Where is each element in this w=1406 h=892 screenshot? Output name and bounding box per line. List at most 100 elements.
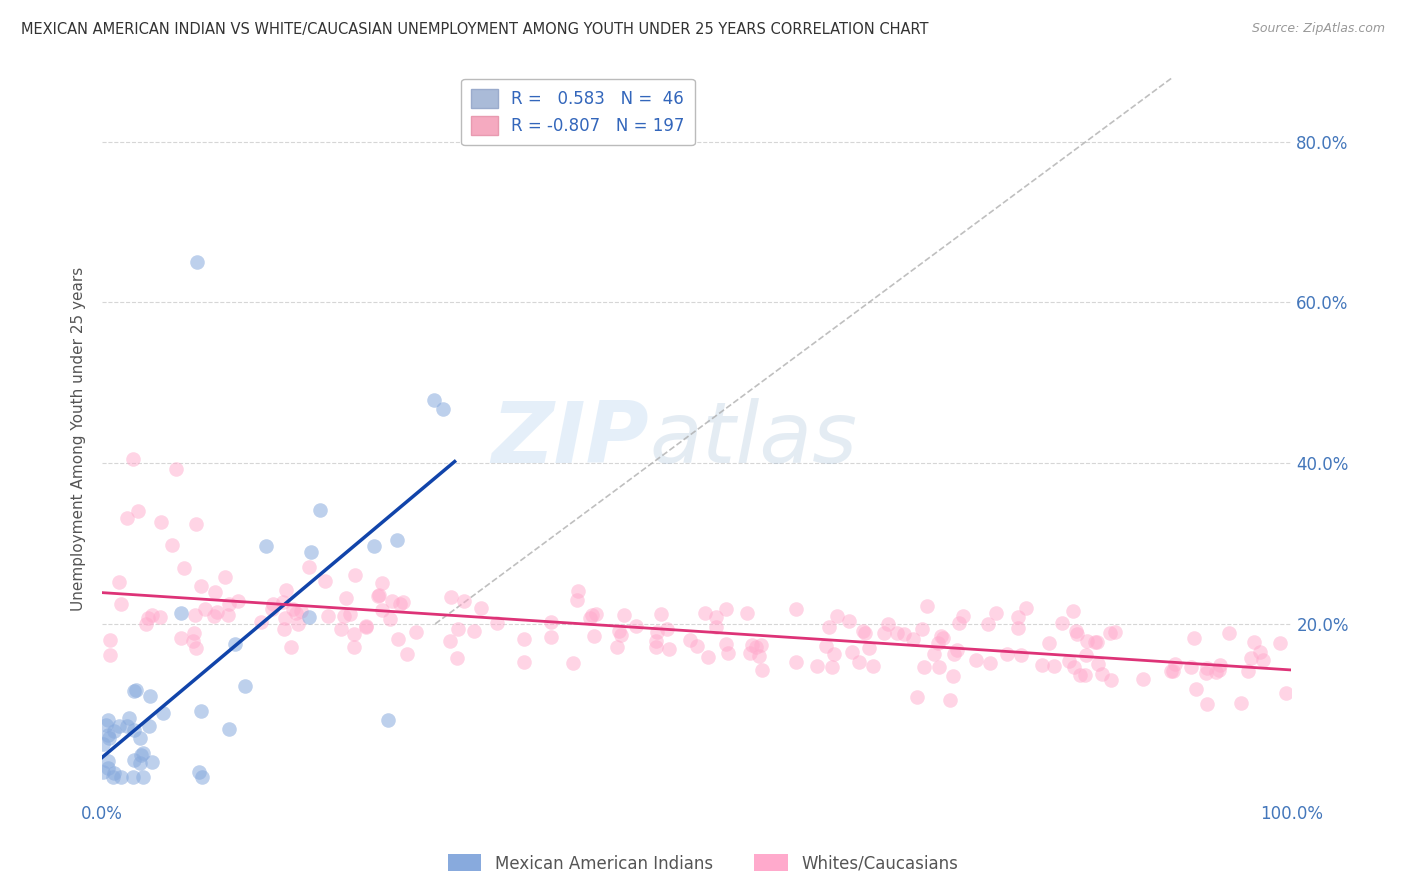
Point	[132, 747, 155, 761]
Point	[945, 643, 967, 657]
Point	[254, 539, 277, 553]
Point	[941, 669, 963, 683]
Point	[1085, 634, 1108, 648]
Point	[190, 579, 212, 593]
Point	[905, 690, 928, 704]
Point	[704, 610, 727, 624]
Point	[606, 640, 628, 654]
Point	[422, 392, 444, 407]
Point	[98, 633, 121, 648]
Point	[136, 611, 159, 625]
Point	[901, 632, 924, 646]
Point	[207, 606, 229, 620]
Point	[301, 545, 323, 559]
Point	[139, 689, 162, 703]
Point	[1275, 686, 1298, 700]
Point	[128, 756, 150, 770]
Point	[1031, 658, 1053, 673]
Point	[226, 594, 249, 608]
Point	[121, 452, 143, 467]
Point	[1010, 648, 1032, 662]
Point	[650, 607, 672, 621]
Point	[658, 641, 681, 656]
Point	[912, 660, 935, 674]
Point	[716, 602, 738, 616]
Point	[1240, 651, 1263, 665]
Point	[122, 754, 145, 768]
Point	[748, 648, 770, 663]
Point	[371, 603, 394, 617]
Point	[389, 597, 412, 611]
Point	[94, 718, 117, 732]
Point	[513, 632, 536, 646]
Point	[686, 640, 709, 654]
Point	[785, 602, 807, 616]
Point	[1195, 697, 1218, 711]
Point	[170, 607, 193, 621]
Point	[735, 607, 758, 621]
Point	[852, 624, 875, 638]
Point	[101, 770, 124, 784]
Point	[98, 731, 121, 745]
Point	[381, 594, 404, 608]
Text: ZIP: ZIP	[492, 398, 650, 481]
Point	[440, 590, 463, 604]
Point	[343, 568, 366, 582]
Point	[927, 636, 949, 650]
Point	[1007, 610, 1029, 624]
Point	[1208, 664, 1230, 678]
Point	[1050, 615, 1073, 630]
Point	[717, 646, 740, 660]
Point	[274, 582, 297, 597]
Point	[738, 646, 761, 660]
Point	[741, 638, 763, 652]
Point	[607, 624, 630, 638]
Point	[817, 620, 839, 634]
Point	[1062, 604, 1084, 618]
Point	[271, 595, 294, 609]
Point	[1209, 657, 1232, 672]
Point	[644, 640, 666, 654]
Point	[152, 706, 174, 720]
Point	[103, 724, 125, 739]
Point	[814, 639, 837, 653]
Point	[877, 617, 900, 632]
Point	[141, 608, 163, 623]
Point	[540, 615, 562, 630]
Point	[1043, 659, 1066, 673]
Point	[922, 648, 945, 662]
Point	[463, 624, 485, 639]
Point	[447, 623, 470, 637]
Point	[194, 602, 217, 616]
Point	[644, 634, 666, 648]
Point	[339, 607, 361, 622]
Point	[183, 633, 205, 648]
Point	[1059, 654, 1081, 668]
Point	[121, 770, 143, 784]
Point	[578, 610, 600, 624]
Point	[1236, 665, 1258, 679]
Point	[806, 659, 828, 673]
Point	[1099, 673, 1122, 688]
Point	[952, 609, 974, 624]
Point	[224, 637, 246, 651]
Point	[679, 633, 702, 648]
Point	[115, 511, 138, 525]
Point	[233, 679, 256, 693]
Point	[948, 615, 970, 630]
Point	[1160, 664, 1182, 678]
Legend: R =   0.583   N =  46, R = -0.807   N = 197: R = 0.583 N = 46, R = -0.807 N = 197	[461, 78, 695, 145]
Point	[274, 610, 297, 624]
Point	[387, 632, 409, 647]
Point	[170, 632, 193, 646]
Point	[626, 619, 648, 633]
Legend: Mexican American Indians, Whites/Caucasians: Mexican American Indians, Whites/Caucasi…	[441, 847, 965, 880]
Point	[561, 657, 583, 671]
Point	[183, 626, 205, 640]
Point	[204, 585, 226, 599]
Point	[149, 610, 172, 624]
Point	[823, 648, 845, 662]
Point	[893, 627, 915, 641]
Point	[135, 617, 157, 632]
Point	[260, 602, 283, 616]
